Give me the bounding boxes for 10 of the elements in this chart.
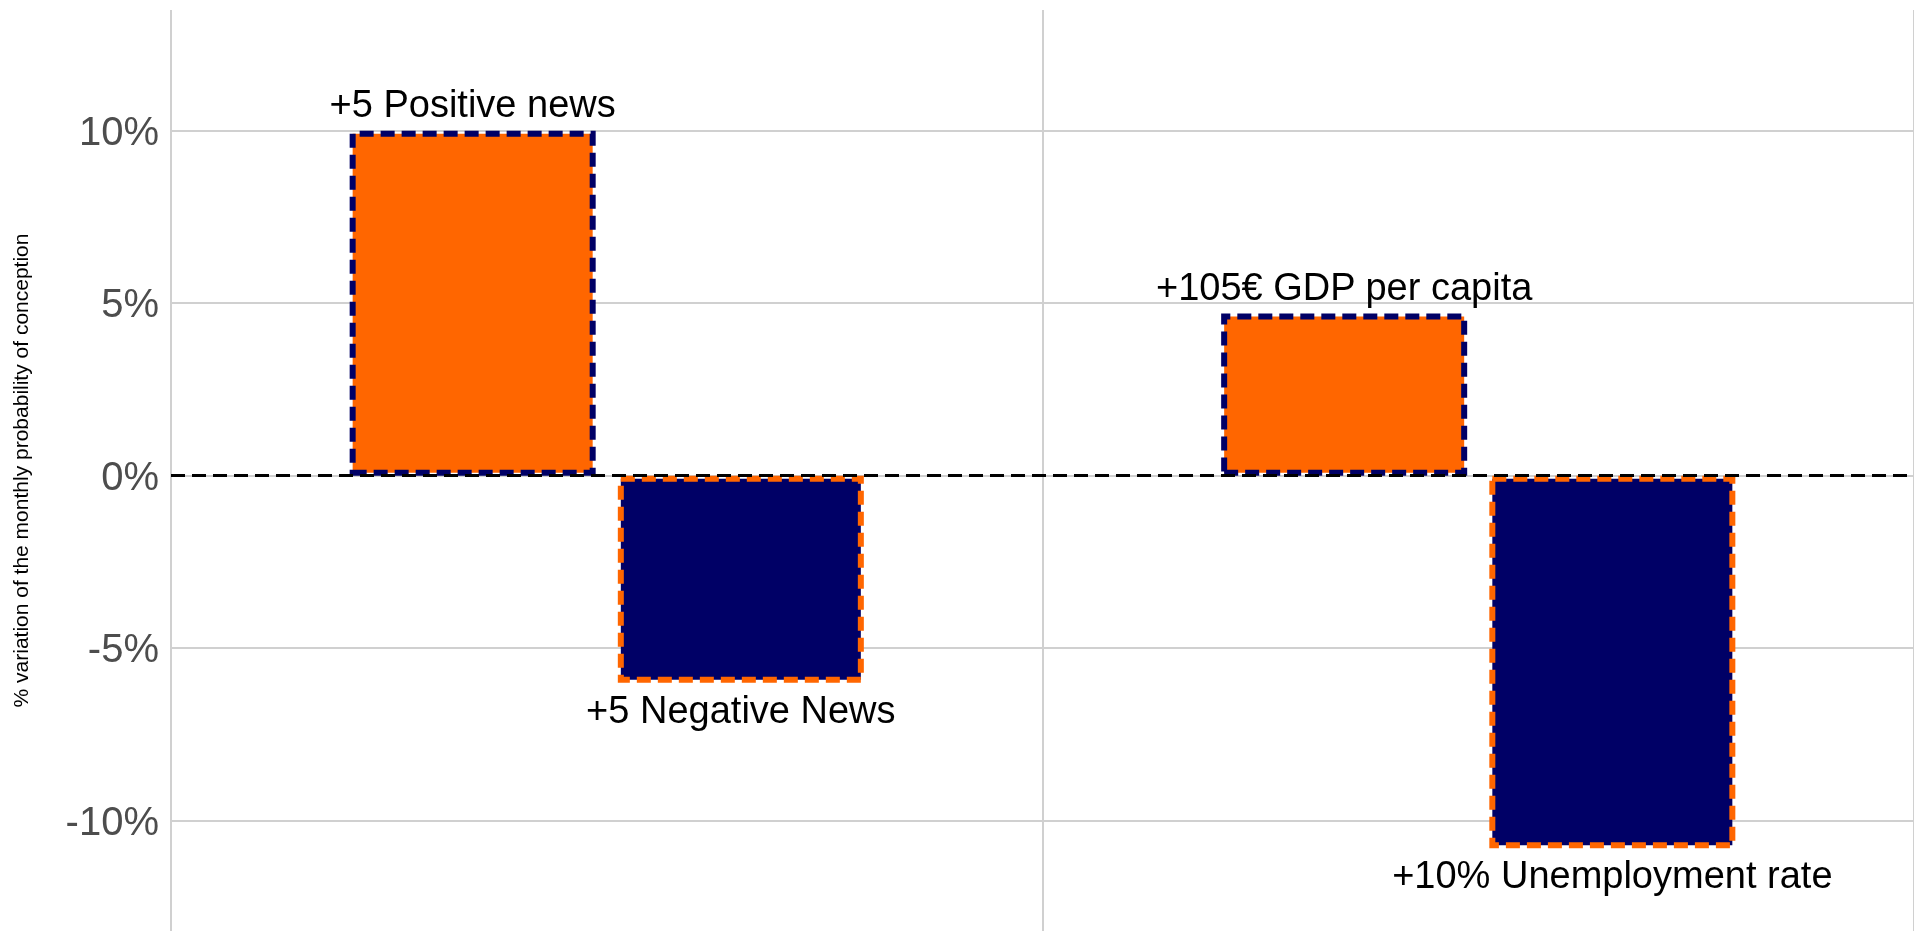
y-axis-title: % variation of the monthly probability of conception xyxy=(9,233,32,708)
y-tick-label: 10% xyxy=(78,108,159,153)
annotation: +105€ GDP per capita xyxy=(1155,265,1534,308)
y-tick-label: -10% xyxy=(65,798,159,843)
annotation: +10% Unemployment rate xyxy=(1392,854,1833,897)
y-tick-label: 0% xyxy=(101,453,159,498)
y-tick-label: 5% xyxy=(101,281,159,326)
annotation: +5 Negative News xyxy=(586,688,896,731)
y-tick-label: -5% xyxy=(87,626,159,671)
annotation: +5 Positive news xyxy=(329,82,616,125)
